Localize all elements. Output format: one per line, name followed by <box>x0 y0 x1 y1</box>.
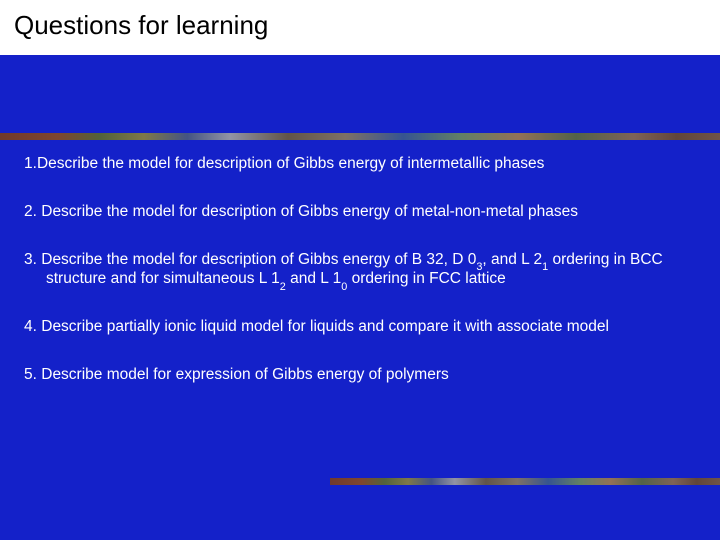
q3-prefix: 3. <box>24 251 37 268</box>
q5-prefix: 5. <box>24 366 37 383</box>
q1-prefix: 1. <box>24 155 37 172</box>
q4-prefix: 4. <box>24 318 37 335</box>
divider-bottom <box>330 478 720 485</box>
question-1: 1.Describe the model for description of … <box>24 154 686 174</box>
q4-text: Describe partially ionic liquid model fo… <box>37 318 609 335</box>
q3-text: Describe the model for description of Gi… <box>37 251 663 288</box>
slide-title: Questions for learning <box>14 10 706 41</box>
q2-text: Describe the model for description of Gi… <box>37 203 578 220</box>
question-2: 2. Describe the model for description of… <box>24 202 686 222</box>
question-3: 3. Describe the model for description of… <box>24 250 686 290</box>
content-area: 1.Describe the model for description of … <box>0 140 720 385</box>
q2-prefix: 2. <box>24 203 37 220</box>
title-block: Questions for learning <box>0 0 720 55</box>
question-4: 4. Describe partially ionic liquid model… <box>24 317 686 337</box>
q5-text: Describe model for expression of Gibbs e… <box>37 366 449 383</box>
question-5: 5. Describe model for expression of Gibb… <box>24 365 686 385</box>
q1-text: Describe the model for description of Gi… <box>37 155 544 172</box>
divider-top <box>0 133 720 140</box>
